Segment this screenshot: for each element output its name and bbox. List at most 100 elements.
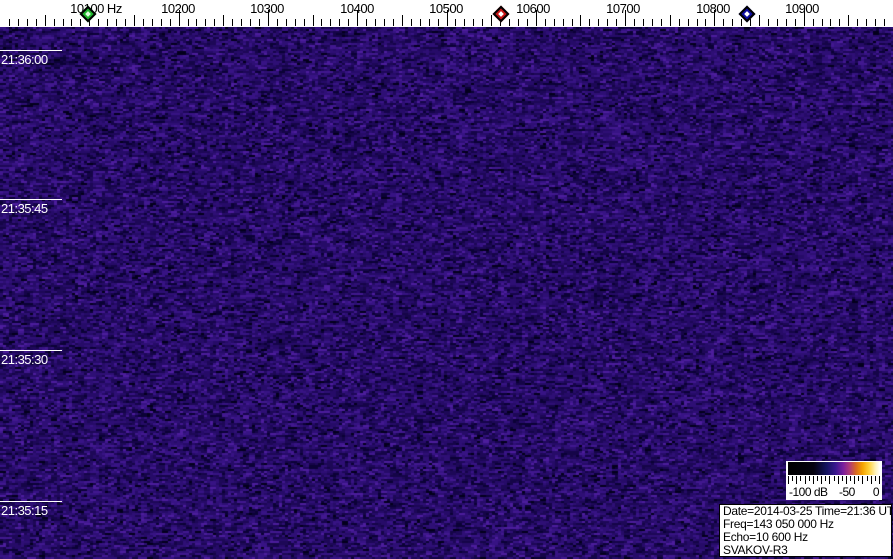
frequency-tick bbox=[54, 19, 55, 26]
frequency-tick bbox=[188, 19, 189, 26]
colorbar-label-mid: -50 bbox=[839, 485, 855, 499]
colorbar-tick bbox=[813, 476, 814, 484]
frequency-tick bbox=[277, 19, 278, 26]
frequency-tick bbox=[179, 10, 180, 26]
frequency-label: 10300 bbox=[250, 1, 284, 16]
colorbar-tick bbox=[862, 476, 863, 484]
frequency-tick bbox=[196, 19, 197, 26]
waterfall-spectrogram bbox=[0, 27, 893, 559]
frequency-tick bbox=[411, 19, 412, 26]
time-label: 21:36:00 bbox=[1, 52, 48, 67]
frequency-tick bbox=[241, 19, 242, 26]
frequency-tick bbox=[830, 19, 831, 26]
frequency-tick bbox=[580, 15, 581, 26]
colorbar-tick bbox=[821, 476, 822, 484]
frequency-tick bbox=[527, 19, 528, 26]
frequency-tick bbox=[732, 19, 733, 26]
frequency-tick bbox=[786, 19, 787, 26]
marker-center-dot bbox=[498, 11, 504, 17]
frequency-tick bbox=[804, 10, 805, 26]
frequency-tick bbox=[572, 19, 573, 26]
frequency-tick bbox=[866, 19, 867, 26]
frequency-tick bbox=[321, 19, 322, 26]
info-box: Date=2014-03-25 Time=21:36 UTC Freq=143 … bbox=[719, 504, 892, 557]
frequency-label: 10700 bbox=[606, 1, 640, 16]
colorbar-tick bbox=[875, 476, 876, 481]
frequency-tick bbox=[875, 19, 876, 26]
colorbar-tick bbox=[858, 476, 859, 481]
colorbar-ticks bbox=[788, 476, 880, 485]
frequency-tick bbox=[616, 19, 617, 26]
frequency-tick bbox=[36, 19, 37, 26]
frequency-tick bbox=[589, 19, 590, 26]
marker-center-dot bbox=[85, 11, 91, 17]
frequency-tick bbox=[750, 19, 751, 26]
frequency-tick bbox=[884, 19, 885, 26]
frequency-tick bbox=[250, 19, 251, 26]
frequency-tick bbox=[482, 19, 483, 26]
colorbar-tick bbox=[788, 476, 789, 484]
frequency-tick bbox=[518, 19, 519, 26]
frequency-tick bbox=[464, 19, 465, 26]
frequency-tick bbox=[679, 19, 680, 26]
frequency-ruler[interactable]: 10100 Hz 10200 10300 10400 10500 10600 10700 10… bbox=[0, 0, 893, 27]
colorbar-tick bbox=[871, 476, 872, 484]
colorbar-tick bbox=[796, 476, 797, 484]
colorbar-tick bbox=[817, 476, 818, 481]
frequency-tick bbox=[848, 15, 849, 26]
frequency-tick bbox=[438, 19, 439, 26]
frequency-tick bbox=[313, 15, 314, 26]
frequency-tick bbox=[634, 19, 635, 26]
frequency-tick bbox=[295, 19, 296, 26]
frequency-tick bbox=[500, 19, 501, 26]
colorbar-gradient bbox=[788, 462, 880, 475]
frequency-tick bbox=[714, 10, 715, 26]
colorbar-tick bbox=[854, 476, 855, 484]
frequency-tick bbox=[393, 19, 394, 26]
time-tick-line bbox=[0, 501, 62, 502]
info-station: SVAKOV-R3 bbox=[723, 543, 788, 557]
frequency-tick bbox=[259, 19, 260, 26]
frequency-tick bbox=[116, 19, 117, 26]
frequency-tick bbox=[670, 15, 671, 26]
frequency-tick bbox=[554, 19, 555, 26]
frequency-tick bbox=[223, 15, 224, 26]
frequency-tick bbox=[697, 19, 698, 26]
info-date-time: Date=2014-03-25 Time=21:36 UTC bbox=[723, 504, 892, 518]
frequency-tick bbox=[27, 19, 28, 26]
colorbar-labels: -100 dB -50 0 bbox=[786, 485, 882, 499]
frequency-tick bbox=[759, 15, 760, 26]
frequency-tick bbox=[536, 10, 537, 26]
frequency-tick bbox=[857, 19, 858, 26]
frequency-label: 10500 bbox=[429, 1, 463, 16]
marker-diamond-red[interactable] bbox=[492, 5, 510, 23]
marker-center-dot bbox=[744, 11, 750, 17]
frequency-label: 10200 bbox=[161, 1, 195, 16]
frequency-tick bbox=[545, 19, 546, 26]
info-frequency: Freq=143 050 000 Hz bbox=[723, 517, 834, 531]
time-tick-line bbox=[0, 50, 62, 51]
frequency-tick bbox=[339, 19, 340, 26]
frequency-tick bbox=[152, 19, 153, 26]
colorbar-tick bbox=[842, 476, 843, 481]
frequency-tick bbox=[777, 19, 778, 26]
time-tick-line bbox=[0, 350, 62, 351]
frequency-label: 10600 bbox=[516, 1, 550, 16]
frequency-tick bbox=[80, 19, 81, 26]
frequency-tick bbox=[170, 19, 171, 26]
frequency-tick bbox=[813, 19, 814, 26]
time-label: 21:35:30 bbox=[1, 352, 48, 367]
frequency-tick bbox=[45, 15, 46, 26]
frequency-tick bbox=[357, 10, 358, 26]
frequency-tick bbox=[214, 19, 215, 26]
frequency-tick bbox=[125, 19, 126, 26]
colorbar-tick bbox=[809, 476, 810, 481]
colorbar-tick bbox=[792, 476, 793, 481]
frequency-tick bbox=[348, 19, 349, 26]
colorbar-tick bbox=[838, 476, 839, 484]
frequency-tick bbox=[473, 19, 474, 26]
frequency-tick bbox=[330, 19, 331, 26]
colorbar-tick bbox=[846, 476, 847, 484]
frequency-tick bbox=[429, 19, 430, 26]
